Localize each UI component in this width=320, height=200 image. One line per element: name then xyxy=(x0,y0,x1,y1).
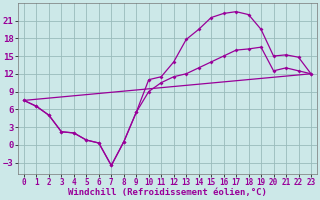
X-axis label: Windchill (Refroidissement éolien,°C): Windchill (Refroidissement éolien,°C) xyxy=(68,188,267,197)
